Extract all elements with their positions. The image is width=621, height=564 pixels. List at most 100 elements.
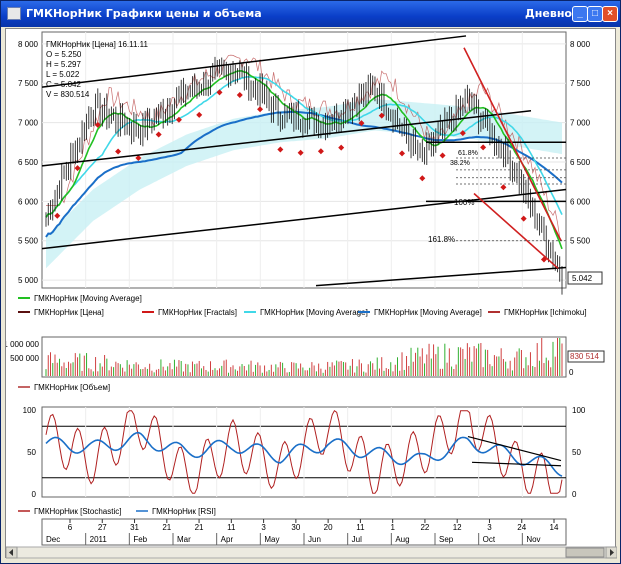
- fractal-down-marker: [297, 149, 304, 156]
- day-label: 31: [130, 523, 139, 532]
- volume-tick-500k: 500 000: [10, 354, 39, 363]
- ohlc-low: L = 5.022: [46, 70, 80, 79]
- month-label: Jul: [352, 535, 362, 544]
- price-tick-left: 7 500: [18, 79, 39, 88]
- title-bar[interactable]: ГМКНорНик Графики цены и объема Дневной …: [1, 1, 620, 27]
- price-tick-left: 7 000: [18, 119, 39, 128]
- legend-label: ГМКНорНик [Moving Average]: [34, 294, 142, 303]
- price-y-axis-left: 8 000 7 500 7 000 6 500 6 000 5 500 5 000: [18, 40, 39, 285]
- month-label: Mar: [177, 535, 191, 544]
- month-label: May: [264, 535, 279, 544]
- last-price-marker: [567, 271, 603, 285]
- downtrend-line-lower: [473, 192, 559, 269]
- fib-100-label: 100%: [454, 198, 474, 207]
- fractal-down-marker: [74, 165, 81, 172]
- price-tick-right: 8 000: [570, 40, 591, 49]
- day-label: 24: [517, 523, 526, 532]
- trend-channel-line: [41, 110, 532, 167]
- scroll-right-arrow-icon: [610, 549, 614, 556]
- month-label: Oct: [483, 535, 496, 544]
- day-label: 22: [420, 523, 429, 532]
- ichimoku-cloud: [46, 99, 562, 269]
- price-tick-right: 7 500: [570, 79, 591, 88]
- fractal-down-marker: [135, 155, 142, 162]
- horizontal-scrollbar[interactable]: [5, 546, 618, 559]
- day-label: 14: [550, 523, 559, 532]
- window-title: ГМКНорНик Графики цены и объема: [26, 7, 262, 20]
- price-tick-left: 8 000: [18, 40, 39, 49]
- legend-label: ГМКНорНик [Цена]: [34, 308, 104, 317]
- day-label: 11: [227, 523, 236, 532]
- fractal-down-marker: [378, 112, 385, 119]
- close-button[interactable]: ×: [602, 6, 618, 22]
- day-label: 12: [453, 523, 462, 532]
- oscillator-panel[interactable]: 100 50 0 100 50 0: [23, 406, 586, 499]
- fractal-down-marker: [520, 215, 527, 222]
- price-panel[interactable]: 8 000 7 500 7 000 6 500 6 000 5 500 5 000 8 00…: [18, 31, 603, 295]
- price-tick-left: 5 000: [18, 276, 39, 285]
- month-label: Jun: [308, 535, 321, 544]
- fractal-down-marker: [257, 106, 264, 113]
- fractal-down-marker: [277, 146, 284, 153]
- last-price-label: 5.042: [572, 274, 593, 283]
- day-label: 1: [390, 523, 395, 532]
- volume-bars: [45, 338, 563, 376]
- last-volume-label: 830 514: [570, 352, 599, 361]
- chart-app-icon: [7, 7, 21, 20]
- interval-selector[interactable]: Дневной: [525, 7, 580, 20]
- price-legend: ГМКНорНик [Moving Average] ГМКНорНик [Цен…: [18, 294, 587, 317]
- day-label: 21: [162, 523, 171, 532]
- osc-tick-50-right: 50: [572, 448, 581, 457]
- day-label: 3: [261, 523, 266, 532]
- month-label: Apr: [221, 535, 234, 544]
- legend-label: ГМКНорНик [Fractals]: [158, 308, 237, 317]
- osc-tick-100-right: 100: [572, 406, 586, 415]
- fractal-down-marker: [236, 92, 243, 99]
- price-tick-left: 6 500: [18, 158, 39, 167]
- minimize-button[interactable]: _: [572, 6, 588, 22]
- chart-area[interactable]: 8 000 7 500 7 000 6 500 6 000 5 500 5 000 8 00…: [3, 28, 618, 559]
- scroll-left-arrow-icon: [9, 549, 13, 556]
- osc-support-line: [471, 461, 562, 467]
- fib-382-label: 38.2%: [450, 160, 470, 167]
- month-label: Aug: [395, 535, 409, 544]
- last-volume-marker: [567, 350, 605, 363]
- day-label: 27: [98, 523, 107, 532]
- stochastic-legend-label: ГМКНорНик [Stochastic]: [34, 507, 121, 516]
- price-tick-left: 6 000: [18, 197, 39, 206]
- ohlc-header: ГМКНорНик [Цена] 16.11.11: [46, 40, 149, 49]
- fractal-down-marker: [196, 111, 203, 118]
- day-label: 11: [356, 523, 365, 532]
- fibonacci-labels: 100% 161.8% 61.8% 38.2%: [428, 150, 478, 244]
- fractal-down-marker: [115, 148, 122, 155]
- fractal-down-marker: [439, 152, 446, 159]
- osc-legend: ГМКНорНик [Stochastic] ГМКНорНик [RSI]: [18, 507, 216, 516]
- day-label: 30: [291, 523, 300, 532]
- day-label: 20: [324, 523, 333, 532]
- osc-lines: [45, 409, 563, 494]
- price-tick-right: 6 500: [570, 158, 591, 167]
- rsi-legend-label: ГМКНорНик [RSI]: [152, 507, 216, 516]
- trend-channel-line: [315, 266, 567, 287]
- price-tick-right: 7 000: [570, 119, 591, 128]
- scrollbar-thumb[interactable]: [565, 547, 605, 558]
- scrollbar-track[interactable]: [5, 546, 618, 559]
- fractal-down-marker: [155, 131, 162, 138]
- ohlc-volume: V = 830.514: [46, 90, 90, 99]
- volume-tick-0: 0: [569, 368, 574, 377]
- fractal-down-marker: [216, 89, 223, 96]
- osc-tick-0-right: 0: [572, 490, 577, 499]
- fractal-down-marker: [358, 120, 365, 127]
- volume-panel[interactable]: 1 000 000 500 000 0 830 514: [3, 336, 605, 378]
- maximize-button[interactable]: □: [587, 6, 603, 22]
- fib-618-label: 61.8%: [458, 150, 478, 157]
- ohlc-open: O = 5.250: [46, 50, 82, 59]
- fractal-down-marker: [94, 121, 101, 128]
- osc-tick-50-left: 50: [27, 448, 36, 457]
- fractal-down-marker: [419, 175, 426, 182]
- legend-label: ГМКНорНик [Moving Average]: [260, 308, 368, 317]
- fractal-down-marker: [175, 116, 182, 123]
